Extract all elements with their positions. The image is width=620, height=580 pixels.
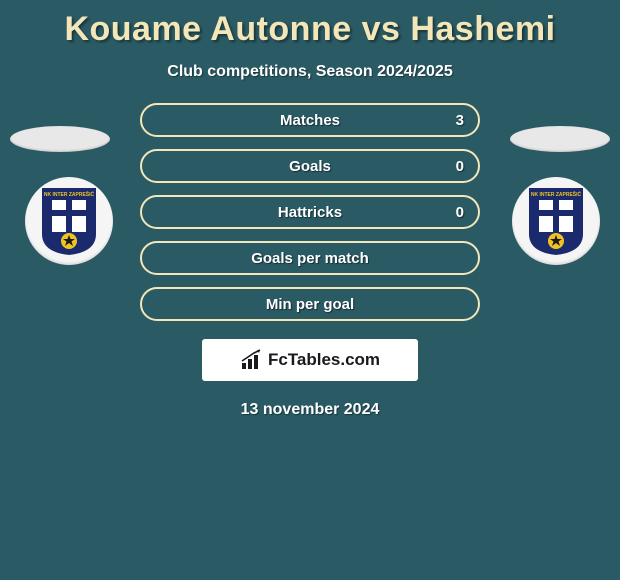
stat-label: Hattricks: [278, 204, 342, 221]
page-title: Kouame Autonne vs Hashemi: [0, 0, 620, 49]
club-crest-icon: NK INTER ZAPREŠIĆ: [527, 186, 585, 256]
stat-label: Min per goal: [266, 296, 354, 313]
stat-label: Matches: [280, 112, 340, 129]
stat-right-value: 0: [456, 204, 464, 221]
footer-date: 13 november 2024: [0, 401, 620, 419]
attribution-panel[interactable]: FcTables.com: [202, 339, 418, 381]
stat-row-matches: Matches 3: [140, 103, 480, 137]
player-left-ellipse: [10, 126, 110, 152]
stat-label: Goals per match: [251, 250, 369, 267]
stat-row-hattricks: Hattricks 0: [140, 195, 480, 229]
svg-text:NK INTER ZAPREŠIĆ: NK INTER ZAPREŠIĆ: [531, 190, 582, 198]
svg-text:NK INTER ZAPREŠIĆ: NK INTER ZAPREŠIĆ: [44, 190, 95, 198]
page-subtitle: Club competitions, Season 2024/2025: [0, 63, 620, 81]
stat-right-value: 3: [456, 112, 464, 129]
attribution-label: FcTables.com: [268, 350, 380, 370]
bar-chart-icon: [240, 349, 264, 371]
stat-row-min-per-goal: Min per goal: [140, 287, 480, 321]
stats-container: Matches 3 Goals 0 Hattricks 0 Goals per …: [140, 103, 480, 321]
club-badge-left: NK INTER ZAPREŠIĆ: [25, 177, 113, 265]
player-right-ellipse: [510, 126, 610, 152]
stat-row-goals: Goals 0: [140, 149, 480, 183]
club-crest-icon: NK INTER ZAPREŠIĆ: [40, 186, 98, 256]
stat-label: Goals: [289, 158, 331, 175]
stat-right-value: 0: [456, 158, 464, 175]
stat-row-goals-per-match: Goals per match: [140, 241, 480, 275]
club-badge-right: NK INTER ZAPREŠIĆ: [512, 177, 600, 265]
